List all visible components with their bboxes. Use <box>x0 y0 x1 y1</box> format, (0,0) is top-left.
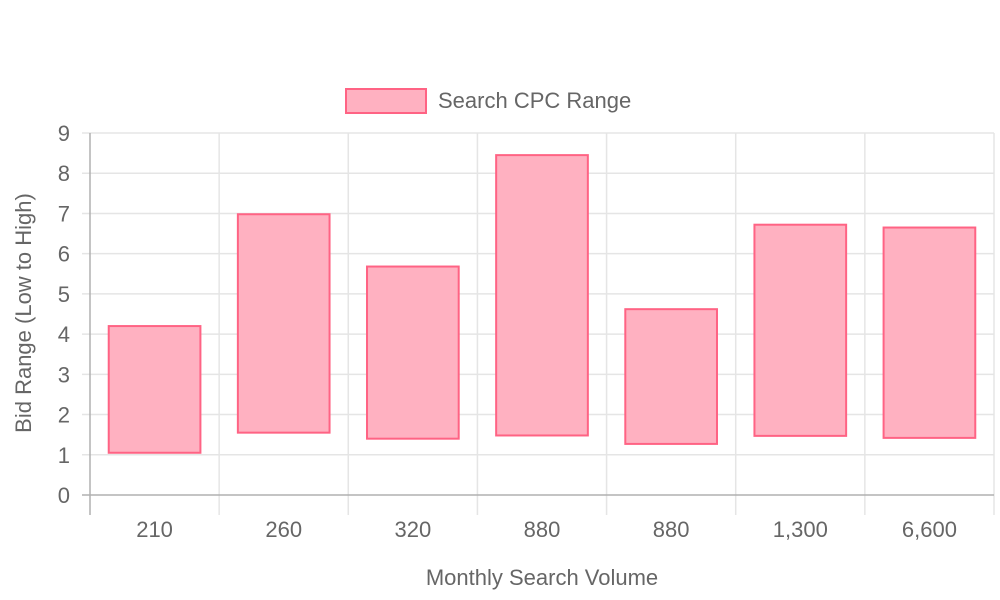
x-tick-label: 6,600 <box>902 517 957 542</box>
x-tick-label: 880 <box>653 517 690 542</box>
bar[interactable] <box>624 308 718 445</box>
y-axis-title: Bid Range (Low to High) <box>11 193 36 433</box>
y-tick-label: 6 <box>58 242 70 267</box>
bar[interactable] <box>107 325 202 454</box>
x-tick-label: 880 <box>524 517 561 542</box>
y-tick-label: 0 <box>58 483 70 508</box>
x-tick-label: 260 <box>265 517 302 542</box>
ticks-layer: 0 1 2 3 4 5 6 7 8 9 210 260 320 880 880 1,300 6,600 <box>58 121 957 542</box>
x-tick-label: 210 <box>136 517 173 542</box>
y-tick-label: 9 <box>58 121 70 146</box>
y-tick-label: 5 <box>58 282 70 307</box>
bar[interactable] <box>236 213 331 434</box>
legend[interactable]: Search CPC Range <box>345 88 631 114</box>
legend-label[interactable]: Search CPC Range <box>438 88 631 113</box>
y-tick-label: 1 <box>58 443 70 468</box>
y-tick-label: 4 <box>58 322 70 347</box>
x-tick-label: 320 <box>394 517 431 542</box>
bars-layer <box>107 154 977 454</box>
x-tick-label: 1,300 <box>773 517 828 542</box>
y-tick-label: 8 <box>58 161 70 186</box>
bar[interactable] <box>882 226 977 439</box>
bar[interactable] <box>366 265 460 440</box>
bar[interactable] <box>753 223 848 437</box>
bar[interactable] <box>495 154 589 437</box>
x-axis-title: Monthly Search Volume <box>426 565 658 590</box>
y-tick-label: 2 <box>58 403 70 428</box>
axes-layer <box>82 133 994 515</box>
y-tick-label: 3 <box>58 362 70 387</box>
y-tick-label: 7 <box>58 201 70 226</box>
legend-swatch[interactable] <box>345 88 427 114</box>
